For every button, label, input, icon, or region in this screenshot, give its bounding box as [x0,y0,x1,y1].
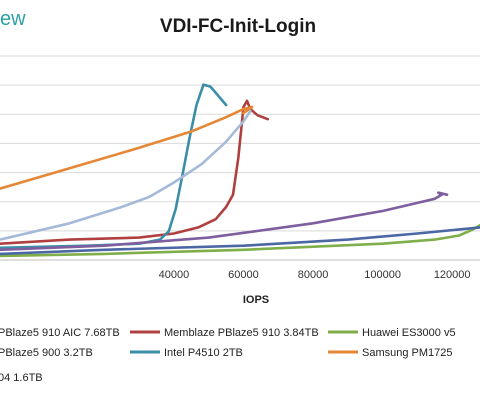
legend-label: Intel P4510 2TB [164,347,243,359]
x-tick-labels: 40000 60000 80000 100000 120000 [159,269,471,281]
series-line [0,109,252,241]
legend-label: Samsung PM1725 [362,347,453,359]
series-line [0,226,480,256]
gridlines [0,55,480,261]
legend-label: PBlaze5 900 3.2TB [0,347,93,359]
x-tick-label: 40000 [159,269,190,281]
x-tick-label: 80000 [298,269,329,281]
series-line [0,191,449,252]
chart-title: VDI-FC-Init-Login [160,16,316,37]
legend-label: PBlaze5 910 AIC 7.68TB [0,327,120,339]
x-tick-label: 100000 [364,269,401,281]
series-lines [0,83,480,258]
series-line [0,83,228,250]
legend-label: Huawei ES3000 v5 [362,327,456,339]
x-tick-label: 60000 [228,269,259,281]
series-line [0,224,480,258]
legend-label: 04 1.6TB [0,372,43,384]
legend: PBlaze5 910 AIC 7.68TB Memblaze PBlaze5 9… [0,327,456,384]
x-tick-label: 120000 [434,269,471,281]
x-axis-label: IOPS [243,294,269,306]
legend-label: Memblaze PBlaze5 910 3.84TB [164,327,319,339]
series-line [0,105,254,190]
brand-logo-text: ew [0,8,26,30]
